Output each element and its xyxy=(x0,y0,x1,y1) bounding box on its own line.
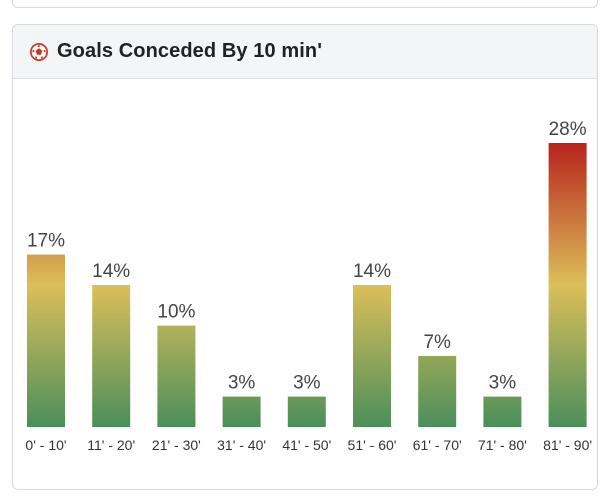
goals-conceded-bar-chart: 17% 14% 10% 3% 3% 14% 7% 3% 28% 0' - 10' 11' - 20… xyxy=(25,119,592,453)
value-label-0: 17% xyxy=(27,231,65,252)
bar-6 xyxy=(418,356,457,427)
category-label-2: 21' - 30' xyxy=(152,437,201,453)
value-label-7: 3% xyxy=(489,373,517,394)
category-label-4: 41' - 50' xyxy=(282,437,331,453)
value-label-3: 3% xyxy=(228,373,256,394)
card-header: Goals Conceded By 10 min' xyxy=(13,25,597,79)
value-label-6: 7% xyxy=(423,332,451,353)
goals-conceded-card: Goals Conceded By 10 min' 17% 14% 10% 3% 3% 1… xyxy=(12,24,598,490)
soccer-ball-icon xyxy=(30,42,48,61)
bar-2 xyxy=(157,325,196,427)
bar-5 xyxy=(353,285,391,427)
bars-layer xyxy=(27,143,587,427)
bar-4 xyxy=(287,396,326,427)
value-label-5: 14% xyxy=(353,261,391,282)
bar-3 xyxy=(222,396,261,427)
category-label-5: 51' - 60' xyxy=(348,437,397,453)
category-label-7: 71' - 80' xyxy=(478,437,527,453)
previous-card-edge xyxy=(12,0,598,8)
bar-8 xyxy=(548,143,587,427)
category-label-0: 0' - 10' xyxy=(25,437,66,453)
bar-1 xyxy=(92,285,131,427)
category-label-8: 81' - 90' xyxy=(543,437,592,453)
bar-0 xyxy=(27,254,65,427)
value-label-1: 14% xyxy=(92,261,130,282)
value-label-4: 3% xyxy=(293,373,321,394)
category-label-3: 31' - 40' xyxy=(217,437,266,453)
card-title: Goals Conceded By 10 min' xyxy=(57,40,323,62)
value-labels-layer: 17% 14% 10% 3% 3% 14% 7% 3% 28% xyxy=(27,119,587,394)
bar-7 xyxy=(483,396,522,427)
category-labels-layer: 0' - 10' 11' - 20' 21' - 30' 31' - 40' 41' -… xyxy=(25,437,592,453)
value-label-8: 28% xyxy=(549,119,587,140)
category-label-1: 11' - 20' xyxy=(87,437,135,453)
value-label-2: 10% xyxy=(157,302,195,323)
category-label-6: 61' - 70' xyxy=(413,437,462,453)
